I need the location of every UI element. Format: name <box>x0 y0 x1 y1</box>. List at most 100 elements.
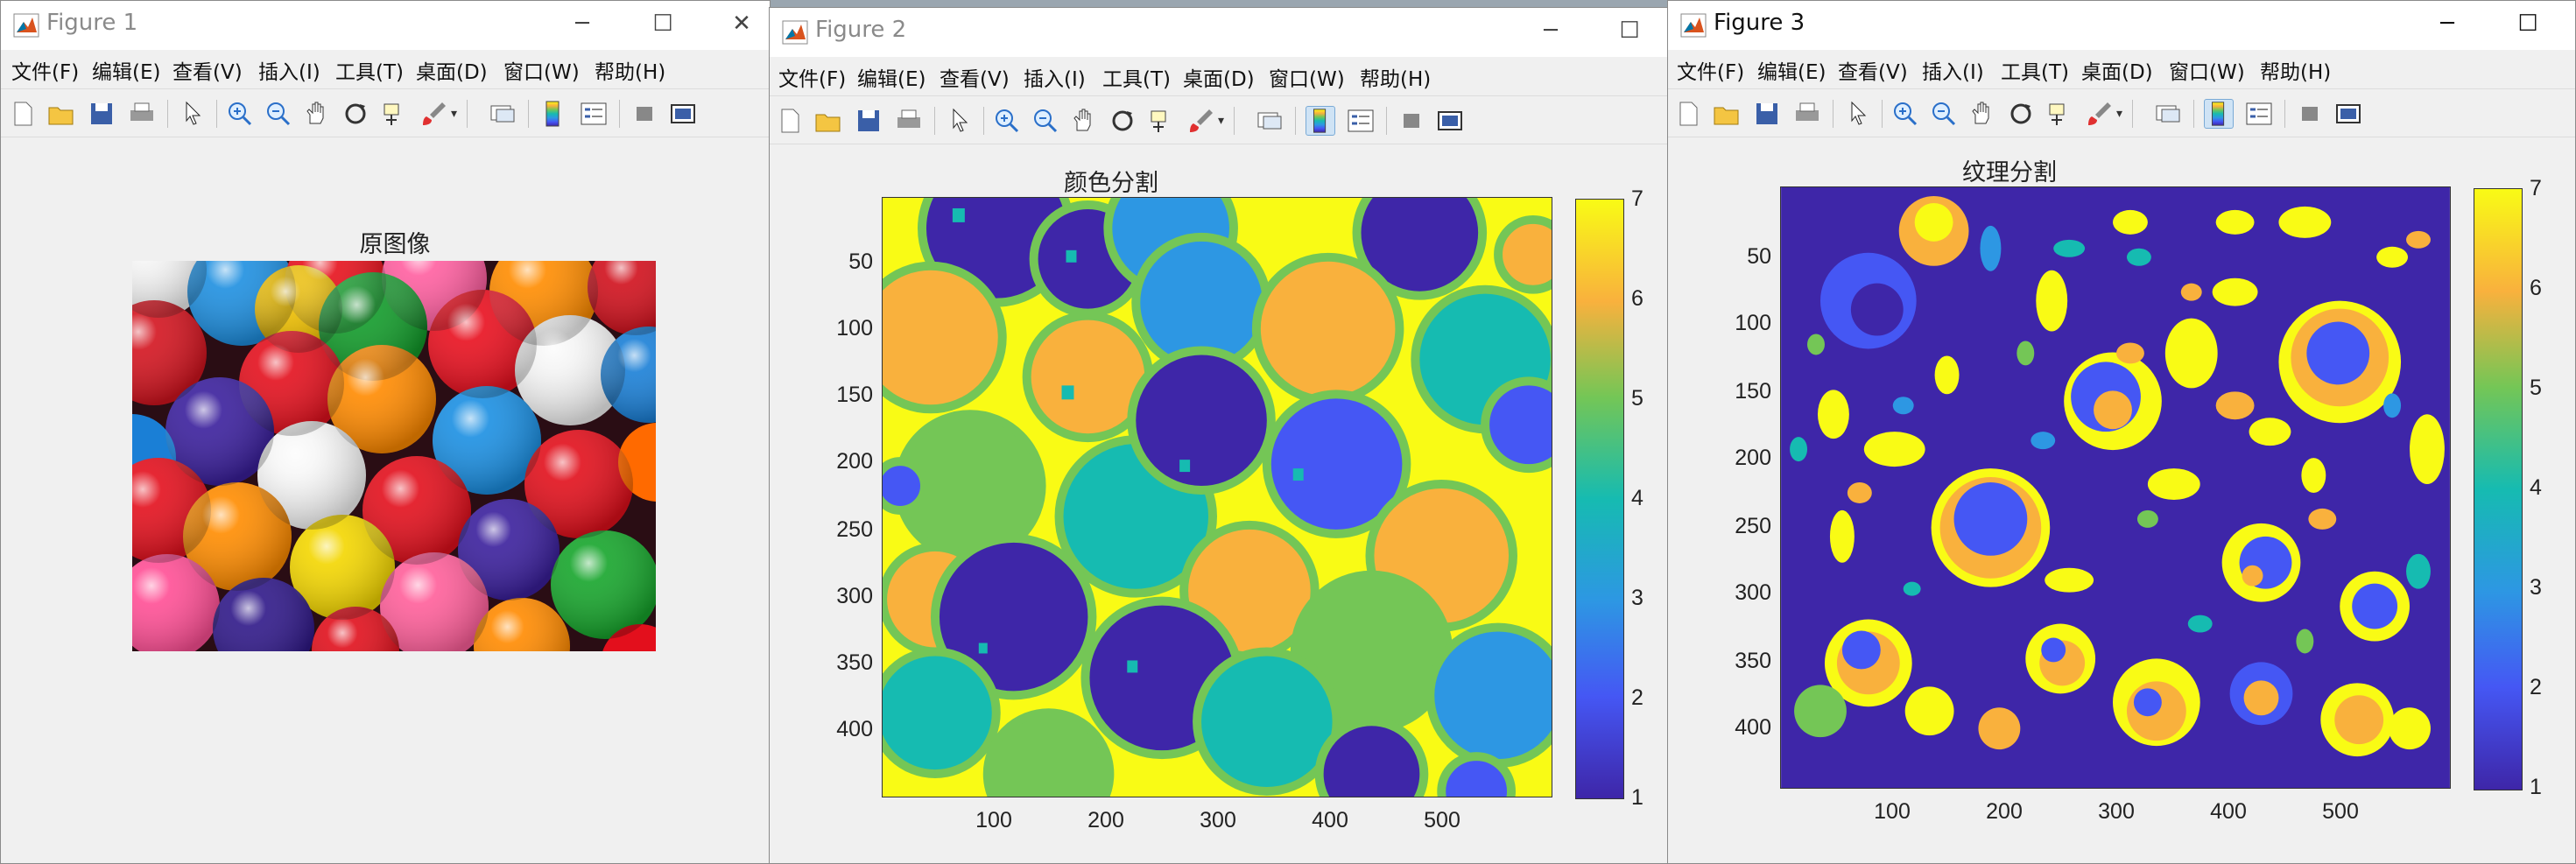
menu-view[interactable]: 查看(V) <box>1838 61 1908 84</box>
menu-help[interactable]: 帮助(H) <box>595 61 666 84</box>
new-figure-icon[interactable] <box>1673 99 1703 129</box>
y-tick-label: 400 <box>836 717 873 741</box>
figure2-titlebar[interactable]: Figure 2 ─ ☐ <box>770 8 1668 57</box>
show-plot-tools-icon[interactable] <box>668 99 698 129</box>
save-icon[interactable] <box>87 99 116 129</box>
menu-view[interactable]: 查看(V) <box>172 61 243 84</box>
toolbar: ▾ <box>1 88 770 137</box>
brush-dropdown-icon[interactable]: ▾ <box>451 107 458 121</box>
brush-icon[interactable] <box>2085 99 2115 129</box>
zoom-in-icon[interactable] <box>225 99 255 129</box>
menu-file[interactable]: 文件(F) <box>11 61 80 84</box>
menu-file[interactable]: 文件(F) <box>1677 61 1745 84</box>
menu-insert[interactable]: 插入(I) <box>258 61 320 84</box>
hide-plot-tools-icon[interactable] <box>2295 99 2325 129</box>
hide-plot-tools-icon[interactable] <box>630 99 659 129</box>
menu-tools[interactable]: 工具(T) <box>2001 61 2069 84</box>
rotate-3d-icon[interactable] <box>2006 99 2036 129</box>
link-plot-icon[interactable] <box>2153 99 2183 129</box>
legend-icon[interactable] <box>1346 106 1376 136</box>
menu-desktop[interactable]: 桌面(D) <box>416 61 488 84</box>
zoom-out-icon[interactable] <box>1929 99 1959 129</box>
print-icon[interactable] <box>894 106 924 136</box>
hide-plot-tools-icon[interactable] <box>1397 106 1426 136</box>
colorbar-icon[interactable] <box>2204 99 2234 129</box>
menu-tools[interactable]: 工具(T) <box>335 61 404 84</box>
brush-dropdown-icon[interactable]: ▾ <box>2116 107 2123 121</box>
menu-help[interactable]: 帮助(H) <box>1360 68 1432 91</box>
legend-icon[interactable] <box>579 99 609 129</box>
print-icon[interactable] <box>127 99 157 129</box>
menu-file[interactable]: 文件(F) <box>778 68 847 91</box>
pan-icon[interactable] <box>1069 106 1099 136</box>
rotate-3d-icon[interactable] <box>1108 106 1137 136</box>
print-icon[interactable] <box>1792 99 1822 129</box>
link-plot-icon[interactable] <box>488 99 517 129</box>
close-button[interactable]: ✕ <box>732 11 751 37</box>
new-figure-icon[interactable] <box>775 106 805 136</box>
colorbar[interactable] <box>1575 199 1624 799</box>
pan-icon[interactable] <box>1967 99 1997 129</box>
y-tick-label: 350 <box>836 650 873 675</box>
colorbar-tick-label: 4 <box>1631 486 1643 510</box>
figure1-titlebar[interactable]: Figure 1 ─ ☐ ✕ <box>1 1 770 50</box>
data-cursor-icon[interactable] <box>2045 99 2074 129</box>
show-plot-tools-icon[interactable] <box>1435 106 1465 136</box>
menu-help[interactable]: 帮助(H) <box>2260 61 2332 84</box>
save-icon[interactable] <box>854 106 883 136</box>
zoom-out-icon[interactable] <box>1031 106 1060 136</box>
colorbar-icon[interactable] <box>538 99 568 129</box>
menu-window[interactable]: 窗口(W) <box>503 61 580 84</box>
brush-dropdown-icon[interactable]: ▾ <box>1218 114 1225 128</box>
texture-segmentation-map <box>1780 186 2451 789</box>
show-plot-tools-icon[interactable] <box>2333 99 2363 129</box>
data-cursor-icon[interactable] <box>379 99 409 129</box>
data-cursor-icon[interactable] <box>1146 106 1176 136</box>
maximize-button[interactable]: ☐ <box>652 11 673 37</box>
menu-edit[interactable]: 编辑(E) <box>92 61 161 84</box>
menubar: 文件(F) 编辑(E) 查看(V) 插入(I) 工具(T) 桌面(D) 窗口(W… <box>770 59 1668 94</box>
menubar: 文件(F) 编辑(E) 查看(V) 插入(I) 工具(T) 桌面(D) 窗口(W… <box>1668 52 2575 87</box>
menubar: 文件(F) 编辑(E) 查看(V) 插入(I) 工具(T) 桌面(D) 窗口(W… <box>1 52 770 87</box>
zoom-in-icon[interactable] <box>1890 99 1920 129</box>
colorbar-icon[interactable] <box>1306 106 1335 136</box>
menu-insert[interactable]: 插入(I) <box>1024 68 1086 91</box>
maximize-button[interactable]: ☐ <box>2517 11 2538 37</box>
pan-icon[interactable] <box>302 99 332 129</box>
menu-window[interactable]: 窗口(W) <box>2169 61 2245 84</box>
minimize-button[interactable]: ─ <box>1544 18 1558 44</box>
new-figure-icon[interactable] <box>8 99 38 129</box>
menu-edit[interactable]: 编辑(E) <box>857 68 926 91</box>
open-file-icon[interactable] <box>813 106 843 136</box>
brush-icon[interactable] <box>1186 106 1216 136</box>
minimize-button[interactable]: ─ <box>2440 11 2454 37</box>
menu-edit[interactable]: 编辑(E) <box>1757 61 1826 84</box>
menu-view[interactable]: 查看(V) <box>940 68 1010 91</box>
x-tick-label: 300 <box>1200 808 1236 832</box>
x-tick-label: 400 <box>1312 808 1348 832</box>
menu-window[interactable]: 窗口(W) <box>1269 68 1345 91</box>
menu-insert[interactable]: 插入(I) <box>1922 61 1984 84</box>
zoom-out-icon[interactable] <box>264 99 293 129</box>
open-file-icon[interactable] <box>46 99 76 129</box>
rotate-3d-icon[interactable] <box>341 99 370 129</box>
zoom-in-icon[interactable] <box>992 106 1022 136</box>
colorbar-tick-label: 1 <box>1631 785 1643 810</box>
figure3-titlebar[interactable]: Figure 3 ─ ☐ <box>1668 1 2575 50</box>
minimize-button[interactable]: ─ <box>575 11 589 37</box>
save-icon[interactable] <box>1752 99 1782 129</box>
brush-icon[interactable] <box>419 99 449 129</box>
menu-desktop[interactable]: 桌面(D) <box>1183 68 1255 91</box>
menu-tools[interactable]: 工具(T) <box>1102 68 1171 91</box>
maximize-button[interactable]: ☐ <box>1619 18 1640 44</box>
colorbar-tick-label: 6 <box>2530 276 2542 300</box>
pointer-icon[interactable] <box>1843 99 1873 129</box>
legend-icon[interactable] <box>2244 99 2274 129</box>
link-plot-icon[interactable] <box>1255 106 1284 136</box>
open-file-icon[interactable] <box>1712 99 1742 129</box>
menu-desktop[interactable]: 桌面(D) <box>2081 61 2153 84</box>
toolbar: ▾ <box>1668 88 2575 137</box>
pointer-icon[interactable] <box>945 106 975 136</box>
pointer-icon[interactable] <box>178 99 208 129</box>
colorbar[interactable] <box>2474 188 2523 790</box>
